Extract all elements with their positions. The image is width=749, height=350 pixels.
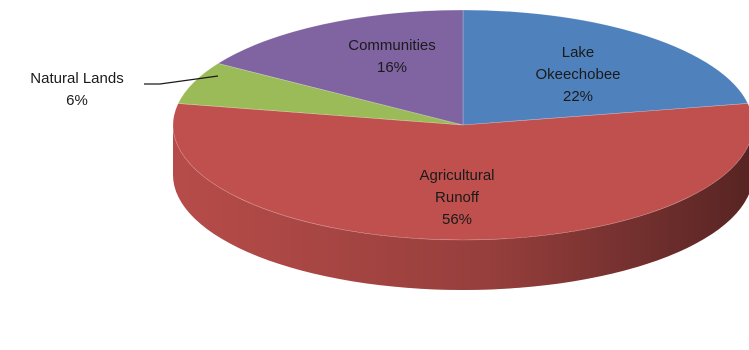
slice-value-communities: 16% [377,59,407,76]
natural-lands-leader-line [144,75,219,85]
slice-lake-okeechobee [462,9,749,126]
slice-value-agricultural-runoff: 56% [442,211,472,228]
slice-name-agricultural-runoff: Agricultural [419,167,494,184]
slice-name-natural-lands: Natural Lands [30,70,123,87]
slice-label-agricultural-runoff: Agricultural Runoff 56% [419,167,494,228]
slice-name-communities: Communities [348,37,436,54]
slice-name-lake-okeechobee: Okeechobee [535,66,620,83]
slice-labels: Lake Okeechobee 22% Agricultural Runoff 56% Na… [30,37,620,228]
slice-communities [217,9,464,126]
slice-name-agricultural-runoff: Runoff [435,189,480,206]
slice-agricultural-runoff [172,103,749,241]
slice-label-natural-lands: Natural Lands 6% [30,70,123,109]
pie-tops [172,9,749,241]
slice-value-natural-lands: 6% [66,92,88,109]
slice-name-lake-okeechobee: Lake [562,44,595,61]
slice-natural-lands [177,63,464,126]
slice-label-lake-okeechobee: Lake Okeechobee 22% [535,44,620,105]
slice-value-lake-okeechobee: 22% [563,88,593,105]
pie-sides [173,125,749,290]
slice-label-communities: Communities 16% [348,37,436,76]
slice-side-shade-agricultural-runoff [173,125,749,290]
